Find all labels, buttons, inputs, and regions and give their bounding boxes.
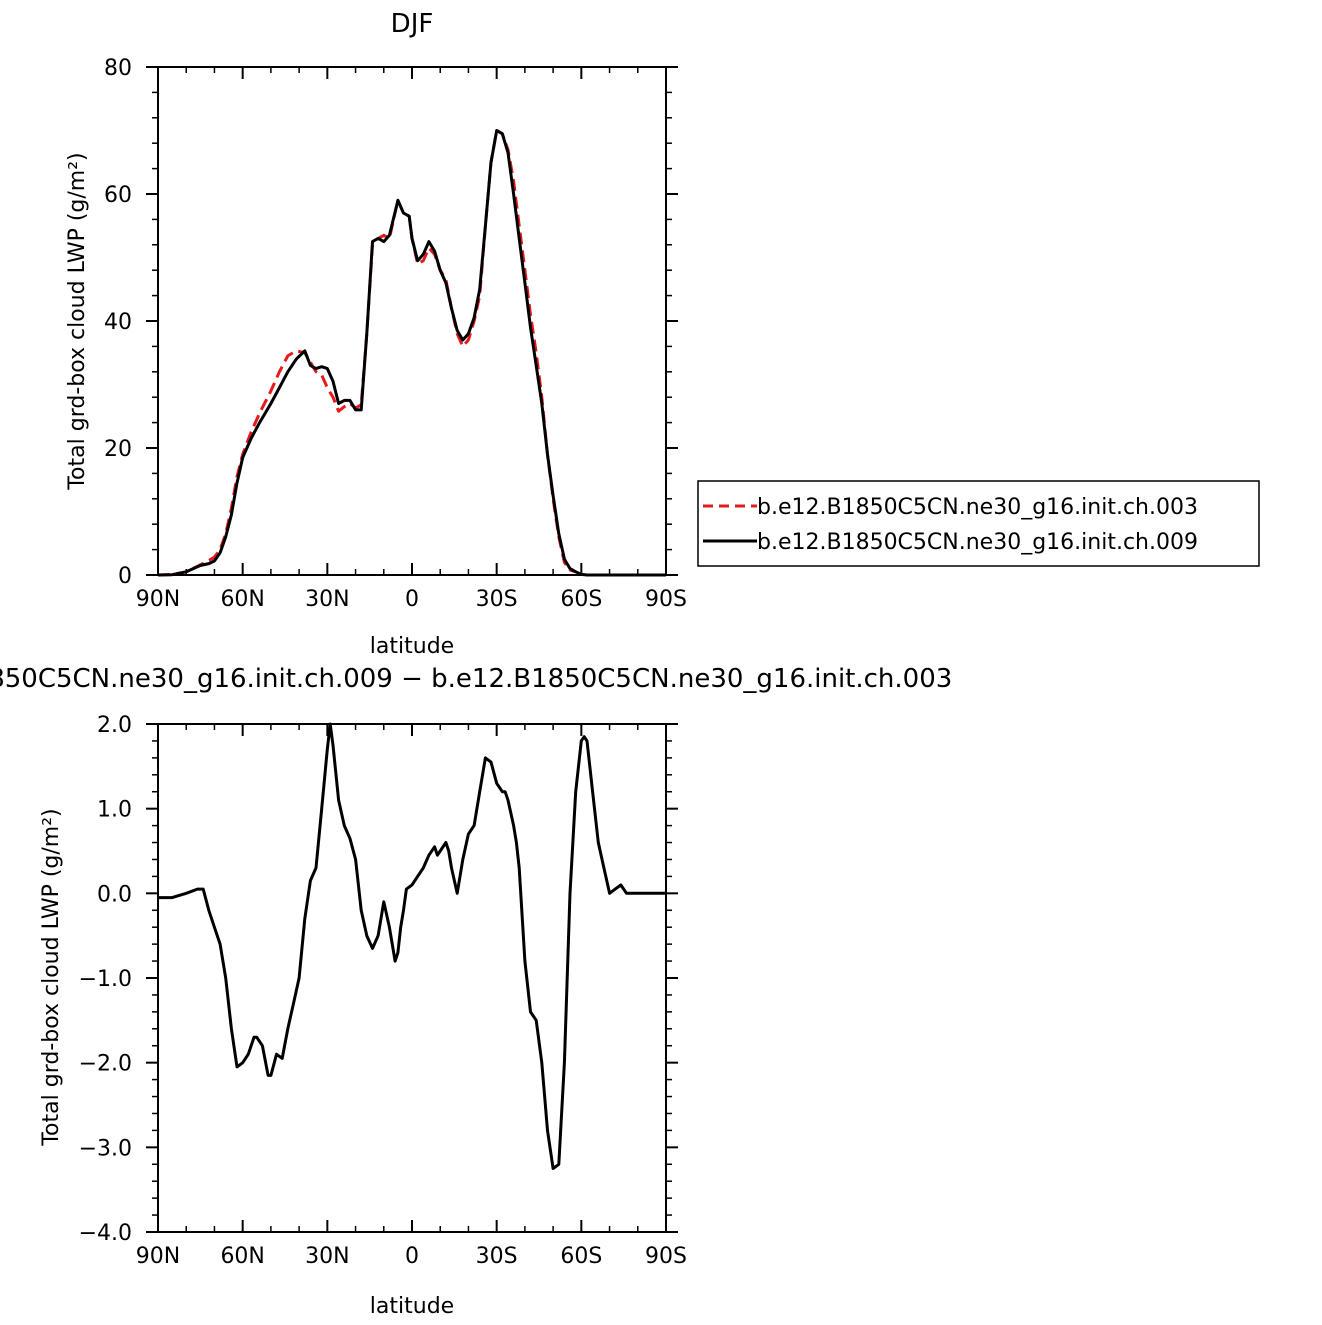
top-chart-title: DJF <box>391 9 434 39</box>
top-axis-ticks: 90N 60N 30N 0 30S 60S 90S 0 20 40 60 80 <box>104 56 687 612</box>
legend: b.e12.B1850C5CN.ne30_g16.init.ch.003 b.e… <box>697 480 1260 567</box>
bottom-x-tick-label: 60S <box>560 1244 602 1269</box>
top-plot-frame <box>157 66 667 576</box>
legend-box <box>697 480 1260 567</box>
top-y-tick-label: 60 <box>104 183 132 208</box>
bottom-x-tick-label: 30S <box>476 1244 518 1269</box>
bottom-x-tick-label: 60N <box>220 1244 264 1269</box>
top-y-axis-title: Total grd-box cloud LWP (g/m²) <box>65 152 90 490</box>
bottom-y-tick-label: 0.0 <box>97 882 132 907</box>
bottom-y-tick-label: −3.0 <box>79 1136 132 1161</box>
bottom-panel: b.e12.B1850C5CN.ne30_g16.init.ch.009 − b… <box>0 664 952 1319</box>
legend-label-ch003: b.e12.B1850C5CN.ne30_g16.init.ch.003 <box>757 495 1198 520</box>
top-series-line-1 <box>157 129 666 577</box>
bottom-y-tick-label: −2.0 <box>79 1052 132 1077</box>
bottom-x-tick-label: 30N <box>305 1244 349 1269</box>
bottom-y-tick-label: −1.0 <box>79 967 132 992</box>
top-x-tick-label: 90S <box>645 587 687 612</box>
bottom-y-tick-label: 2.0 <box>97 713 132 738</box>
top-series-lines <box>157 129 666 577</box>
top-x-tick-label: 30S <box>476 587 518 612</box>
bottom-x-tick-label: 0 <box>405 1244 419 1269</box>
top-x-axis-title: latitude <box>370 634 454 659</box>
legend-label-ch009: b.e12.B1850C5CN.ne30_g16.init.ch.009 <box>757 530 1198 555</box>
top-y-tick-label: 80 <box>104 56 132 81</box>
top-y-tick-label: 0 <box>118 564 132 589</box>
top-series-line-2 <box>157 129 666 577</box>
bottom-series-line-1 <box>158 722 666 1170</box>
bottom-x-axis-title: latitude <box>370 1294 454 1319</box>
bottom-y-tick-label: −4.0 <box>79 1221 132 1246</box>
bottom-axis-ticks: 90N 60N 30N 0 30S 60S 90S −4.0 −3.0 −2.0 −1.0 0.0 1.… <box>79 713 687 1269</box>
bottom-y-axis-title: Total grd-box cloud LWP (g/m²) <box>39 808 64 1146</box>
bottom-x-tick-label: 90S <box>645 1244 687 1269</box>
bottom-series-lines <box>158 722 666 1170</box>
bottom-x-tick-label: 90N <box>136 1244 180 1269</box>
bottom-plot-frame <box>157 723 667 1233</box>
top-x-tick-label: 90N <box>136 587 180 612</box>
bottom-y-tick-label: 1.0 <box>97 798 132 823</box>
top-panel: DJF Total grd-box cloud LWP (g/m²) latit… <box>65 9 1260 659</box>
top-x-tick-label: 60S <box>560 587 602 612</box>
top-x-tick-label: 30N <box>305 587 349 612</box>
bottom-chart-title: b.e12.B1850C5CN.ne30_g16.init.ch.009 − b… <box>0 664 952 694</box>
top-x-tick-label: 0 <box>405 587 419 612</box>
top-x-tick-label: 60N <box>220 587 264 612</box>
top-y-tick-label: 20 <box>104 437 132 462</box>
top-y-tick-label: 40 <box>104 310 132 335</box>
